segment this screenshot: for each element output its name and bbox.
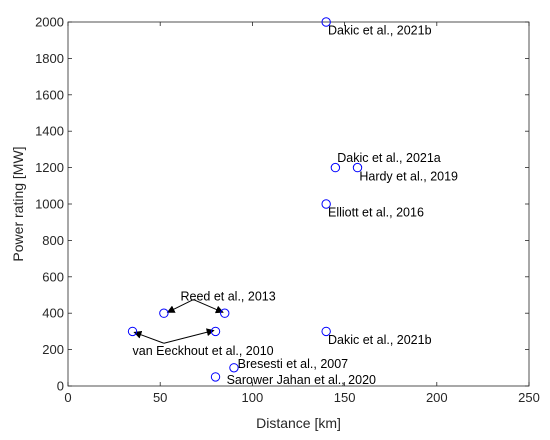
y-tick-label: 1000 — [35, 197, 64, 212]
data-point — [321, 17, 331, 27]
data-points — [127, 17, 363, 382]
annotation-label: Reed et al., 2013 — [180, 289, 275, 303]
annotation-label: van Eeckhout et al., 2010 — [133, 344, 274, 358]
y-tick-label: 1200 — [35, 160, 64, 175]
y-tick-label: 2000 — [35, 15, 64, 30]
y-tick-label: 1400 — [35, 124, 64, 139]
y-tick-label: 200 — [42, 342, 64, 357]
x-tick-label: 0 — [64, 390, 71, 405]
annotation-arrows — [133, 299, 224, 344]
data-point — [210, 372, 221, 382]
annotation-label: Dakic et al., 2021b — [328, 333, 432, 347]
y-tick-label: 1600 — [35, 87, 64, 102]
x-tick-label: 200 — [426, 390, 448, 405]
annotation-arrow — [166, 299, 194, 313]
data-point — [321, 326, 331, 337]
annotation-label: Hardy et al., 2019 — [359, 169, 458, 183]
annotation-label: Bresesti et al., 2007 — [238, 357, 349, 371]
annotation-arrow — [193, 299, 224, 314]
x-tick-label: 150 — [334, 390, 356, 405]
x-tick-label: 100 — [242, 390, 264, 405]
data-point — [220, 308, 230, 318]
data-point — [321, 199, 331, 209]
annotation-labels: Dakic et al., 2021b Dakic et al., 2021a Ha… — [133, 24, 459, 387]
data-point — [352, 162, 363, 173]
y-tick-label: 1800 — [35, 51, 64, 66]
data-point — [127, 326, 138, 337]
annotation-label: Sarower Jahan et al., 2020 — [227, 373, 376, 387]
annotation-label: Elliott et al., 2016 — [328, 206, 424, 220]
annotation-arrow — [163, 328, 215, 344]
y-tick-label: 800 — [42, 233, 64, 248]
data-point — [229, 363, 239, 373]
y-tick-label: 0 — [57, 379, 64, 394]
axes: 0 50 100 150 200 250 0 200 400 600 800 1000 1200 1400… — [35, 15, 540, 406]
y-axis-label: Power rating [MW] — [10, 146, 26, 261]
data-point — [210, 326, 221, 337]
y-tick-label: 600 — [42, 269, 64, 284]
annotation-label: Dakic et al., 2021b — [328, 24, 432, 38]
y-tick-label: 400 — [42, 306, 64, 321]
x-axis-label: Distance [km] — [256, 415, 341, 431]
annotation-label: Dakic et al., 2021a — [337, 151, 441, 165]
x-tick-label: 50 — [153, 390, 167, 405]
annotation-arrow — [133, 330, 165, 344]
data-point — [330, 162, 341, 173]
x-tick-label: 250 — [518, 390, 540, 405]
data-point — [159, 308, 169, 318]
